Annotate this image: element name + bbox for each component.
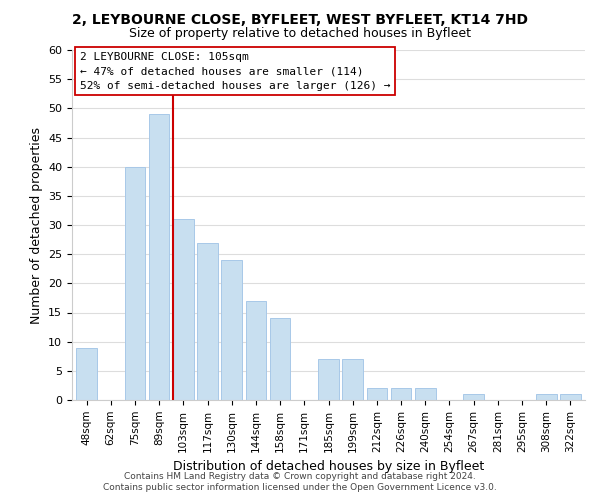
Bar [125,166,145,400]
Text: 2 LEYBOURNE CLOSE: 105sqm
← 47% of detached houses are smaller (114)
52% of semi: 2 LEYBOURNE CLOSE: 105sqm ← 47% of detac… [80,52,390,90]
Bar [536,394,557,400]
Bar [391,388,412,400]
Bar [197,242,218,400]
Bar [560,394,581,400]
Bar [415,388,436,400]
Bar [76,348,97,400]
Y-axis label: Number of detached properties: Number of detached properties [29,126,43,324]
Bar [221,260,242,400]
Text: Size of property relative to detached houses in Byfleet: Size of property relative to detached ho… [129,28,471,40]
Text: 2, LEYBOURNE CLOSE, BYFLEET, WEST BYFLEET, KT14 7HD: 2, LEYBOURNE CLOSE, BYFLEET, WEST BYFLEE… [72,12,528,26]
Bar [149,114,169,400]
Text: Contains public sector information licensed under the Open Government Licence v3: Contains public sector information licen… [103,484,497,492]
Bar [245,301,266,400]
X-axis label: Distribution of detached houses by size in Byfleet: Distribution of detached houses by size … [173,460,484,473]
Bar [270,318,290,400]
Bar [343,359,363,400]
Bar [173,219,194,400]
Bar [463,394,484,400]
Bar [367,388,387,400]
Bar [318,359,339,400]
Text: Contains HM Land Registry data © Crown copyright and database right 2024.: Contains HM Land Registry data © Crown c… [124,472,476,481]
